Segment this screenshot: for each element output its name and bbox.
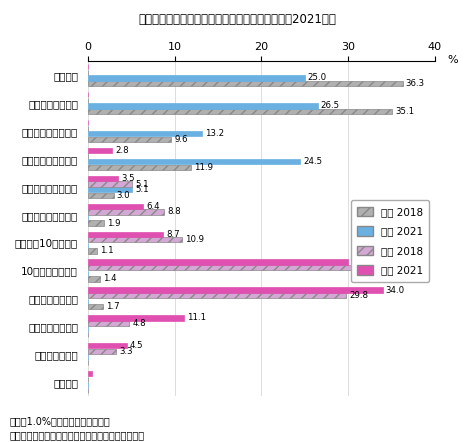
- Text: 図表７　男女別に見た育休取得期間（民間企業、2021年）: 図表７ 男女別に見た育休取得期間（民間企業、2021年）: [138, 13, 336, 26]
- Text: 6.4: 6.4: [146, 202, 160, 211]
- Text: 10.9: 10.9: [185, 235, 204, 244]
- Text: 5.1: 5.1: [135, 185, 149, 194]
- Text: （注）1.0%未満は数値表記を省略: （注）1.0%未満は数値表記を省略: [9, 416, 110, 427]
- Text: 3.3: 3.3: [119, 347, 133, 356]
- Bar: [88, 148, 112, 153]
- Bar: [88, 159, 300, 164]
- Bar: [88, 349, 117, 354]
- Bar: [88, 304, 102, 309]
- Text: 8.8: 8.8: [167, 207, 181, 217]
- Text: 8.7: 8.7: [166, 230, 180, 239]
- Bar: [88, 131, 202, 137]
- Bar: [88, 276, 100, 282]
- Text: 35.1: 35.1: [395, 107, 414, 116]
- Text: 31.3: 31.3: [362, 263, 382, 272]
- Text: 1.1: 1.1: [100, 247, 114, 255]
- Bar: [88, 81, 402, 86]
- Text: 11.1: 11.1: [187, 313, 206, 322]
- Bar: [88, 187, 132, 192]
- Bar: [88, 137, 171, 142]
- Bar: [88, 287, 383, 293]
- Bar: [88, 237, 182, 243]
- Text: 34.0: 34.0: [386, 286, 405, 294]
- Bar: [88, 75, 305, 80]
- Text: 9.6: 9.6: [174, 135, 188, 144]
- Bar: [88, 209, 164, 214]
- Bar: [88, 259, 348, 265]
- Bar: [88, 248, 97, 254]
- Bar: [88, 164, 191, 170]
- Bar: [88, 315, 184, 320]
- Text: 25.0: 25.0: [308, 73, 327, 83]
- Bar: [88, 221, 104, 226]
- Text: 3.0: 3.0: [117, 191, 130, 200]
- Bar: [88, 181, 132, 187]
- Text: 2.8: 2.8: [115, 146, 129, 155]
- Text: 24.5: 24.5: [303, 157, 322, 166]
- Text: （資料）厚生労働省「雇用均等基本調査」より作成: （資料）厚生労働省「雇用均等基本調査」より作成: [9, 430, 145, 440]
- Bar: [88, 265, 359, 271]
- Text: 5.1: 5.1: [135, 179, 149, 188]
- Text: %: %: [447, 55, 458, 65]
- Bar: [88, 176, 118, 181]
- Text: 30.0: 30.0: [351, 258, 370, 267]
- Text: 29.8: 29.8: [349, 291, 368, 300]
- Text: 11.9: 11.9: [194, 163, 213, 172]
- Legend: 男性 2018, 男性 2021, 女性 2018, 女性 2021: 男性 2018, 男性 2021, 女性 2018, 女性 2021: [351, 200, 429, 282]
- Bar: [88, 321, 129, 326]
- Text: 1.9: 1.9: [107, 219, 121, 228]
- Text: 4.5: 4.5: [130, 341, 144, 351]
- Bar: [88, 232, 163, 237]
- Text: 1.4: 1.4: [103, 274, 117, 283]
- Bar: [88, 204, 143, 209]
- Text: 13.2: 13.2: [205, 130, 224, 138]
- Text: 26.5: 26.5: [320, 101, 340, 110]
- Text: 3.5: 3.5: [121, 174, 135, 183]
- Bar: [88, 109, 392, 114]
- Bar: [88, 371, 92, 377]
- Text: 4.8: 4.8: [133, 319, 146, 328]
- Bar: [88, 193, 114, 198]
- Bar: [88, 293, 346, 298]
- Text: 36.3: 36.3: [406, 79, 425, 88]
- Text: 1.7: 1.7: [106, 302, 119, 311]
- Bar: [88, 103, 318, 109]
- Bar: [88, 343, 127, 348]
